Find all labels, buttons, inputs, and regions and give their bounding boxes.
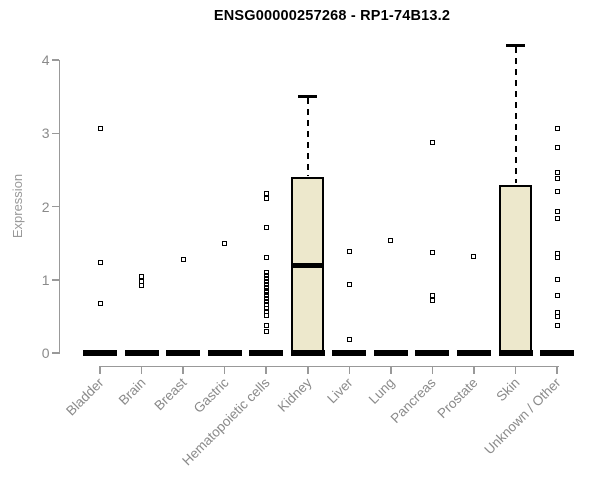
data-point (263, 275, 269, 281)
data-point (263, 254, 269, 260)
data-point (263, 272, 269, 278)
data-point (97, 260, 103, 266)
zero-median-bar (83, 350, 117, 356)
x-axis-tick (348, 367, 351, 374)
y-tick-label: 4 (41, 52, 50, 68)
data-point (554, 209, 560, 215)
box (499, 184, 532, 355)
data-point (263, 224, 269, 230)
x-axis-line (99, 365, 559, 367)
y-axis-tick (51, 352, 59, 354)
zero-median-bar (415, 350, 450, 356)
data-point (471, 253, 477, 259)
data-point (263, 299, 269, 305)
y-tick-label: 0 (41, 345, 50, 361)
data-point (263, 287, 269, 293)
y-axis-tick (51, 132, 59, 134)
data-point (429, 250, 435, 256)
data-point (263, 313, 269, 319)
x-axis-tick (473, 367, 475, 374)
data-point (554, 145, 560, 151)
data-point (263, 190, 269, 196)
data-point (346, 249, 352, 255)
data-point (263, 293, 269, 299)
x-axis-tick (223, 367, 226, 374)
data-point (263, 329, 269, 335)
data-point (554, 126, 560, 132)
zero-median-bar (166, 350, 201, 356)
data-point (263, 322, 269, 328)
x-axis-tick (140, 367, 143, 374)
data-point (429, 298, 435, 304)
y-axis-tick (51, 205, 59, 208)
x-axis-tick (514, 367, 517, 374)
y-axis-tick (51, 59, 59, 61)
zero-median-bar (498, 350, 533, 356)
data-point (263, 290, 269, 296)
data-point (263, 281, 269, 287)
y-axis-tick (51, 279, 59, 281)
zero-median-bar (373, 350, 408, 356)
whisker-cap (298, 95, 318, 98)
zero-median-bar (332, 350, 367, 356)
data-point (554, 170, 560, 176)
zero-median-bar (456, 350, 491, 356)
data-point (554, 322, 560, 328)
data-point (429, 139, 435, 145)
data-point (263, 195, 269, 201)
x-axis-tick (265, 367, 267, 374)
y-tick-label: 3 (41, 125, 50, 142)
data-point (263, 278, 269, 284)
data-point (554, 176, 560, 182)
data-point (554, 277, 560, 283)
y-tick-label: 2 (41, 198, 50, 215)
data-point (388, 237, 394, 243)
data-point (554, 254, 560, 260)
whisker-line (306, 98, 309, 176)
data-point (263, 269, 269, 275)
data-point (263, 296, 269, 302)
median-line (291, 262, 325, 268)
zero-median-bar (207, 350, 242, 356)
data-point (180, 256, 186, 262)
data-point (346, 282, 352, 288)
data-point (263, 284, 269, 290)
zero-median-bar (290, 350, 325, 356)
data-point (139, 283, 145, 289)
whisker-cap (506, 44, 525, 47)
chart-title: ENSG00000257268 - RP1-74B13.2 (213, 8, 451, 24)
x-axis-tick (182, 367, 184, 374)
x-axis-tick (307, 367, 309, 374)
data-point (554, 292, 560, 298)
data-point (97, 126, 103, 132)
data-point (346, 337, 352, 343)
zero-median-bar (540, 350, 575, 356)
zero-median-bar (249, 350, 284, 356)
x-axis-tick (556, 367, 558, 374)
y-tick-label: 1 (41, 271, 50, 288)
x-axis-tick (99, 367, 101, 374)
data-point (222, 241, 228, 247)
data-point (429, 293, 435, 299)
zero-median-bar (124, 350, 159, 356)
x-axis-tick (390, 367, 392, 374)
data-point (97, 301, 103, 307)
x-axis-tick (431, 367, 434, 374)
data-point (554, 188, 560, 194)
data-point (554, 313, 560, 319)
whisker-line (514, 46, 517, 184)
data-point (554, 215, 560, 221)
y-axis-line (58, 60, 60, 354)
